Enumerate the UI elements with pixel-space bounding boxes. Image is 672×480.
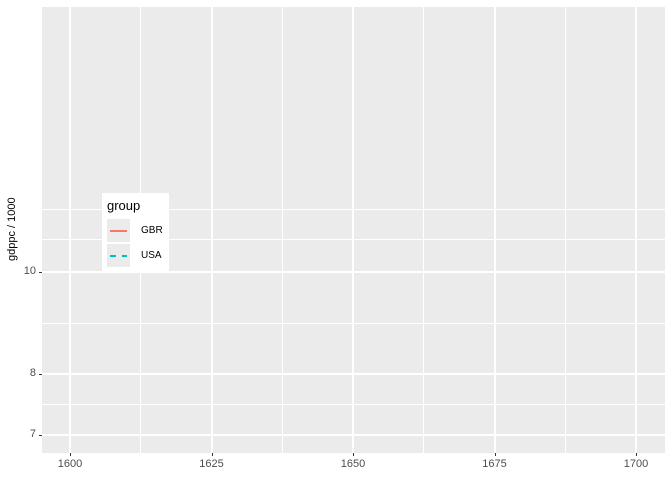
gridline-y-major: [42, 271, 665, 273]
legend-items: GBR USA: [107, 219, 169, 267]
x-tick-label: 1625: [199, 458, 224, 470]
legend-key: [107, 244, 130, 267]
x-tick-label: 1600: [57, 458, 83, 470]
x-tick-label: 1675: [482, 458, 507, 470]
gridline-x-major: [352, 7, 354, 453]
x-tick-mark: [636, 453, 637, 456]
legend-key-line-gbr: [110, 229, 127, 232]
y-axis-title: gdppc / 1000: [6, 197, 18, 261]
gridline-x-minor: [281, 7, 283, 453]
legend-key-line-usa: [110, 254, 127, 257]
x-tick-label: 1650: [340, 458, 366, 470]
y-tick-label: 8: [29, 366, 36, 379]
legend-item: GBR: [107, 219, 169, 242]
gridline-x-major: [69, 7, 71, 453]
legend-item-label: GBR: [141, 225, 163, 236]
gridlines-layer: [42, 7, 665, 453]
legend-item: USA: [107, 244, 169, 267]
x-tick-mark: [494, 453, 496, 456]
gridline-y-major: [42, 433, 665, 436]
x-tick-mark: [211, 453, 213, 456]
y-tick-label: 7: [29, 427, 36, 440]
gridline-x-minor: [564, 7, 566, 453]
x-tick-mark: [70, 453, 71, 456]
legend-box: group GBR USA: [102, 193, 169, 271]
x-tick-mark: [353, 453, 354, 456]
y-tick-label: 10: [23, 265, 36, 277]
x-tick-label: 1700: [623, 458, 649, 470]
legend-title: group: [107, 198, 141, 213]
legend-key: [107, 219, 130, 242]
gridline-x-major: [493, 7, 496, 453]
gridline-y-major: [42, 372, 665, 375]
gridline-x-major: [210, 7, 213, 453]
gridline-x-minor: [423, 7, 425, 453]
legend-item-label: USA: [141, 250, 162, 261]
gridline-x-major: [635, 7, 637, 453]
plot-panel: group GBR USA: [42, 7, 665, 453]
